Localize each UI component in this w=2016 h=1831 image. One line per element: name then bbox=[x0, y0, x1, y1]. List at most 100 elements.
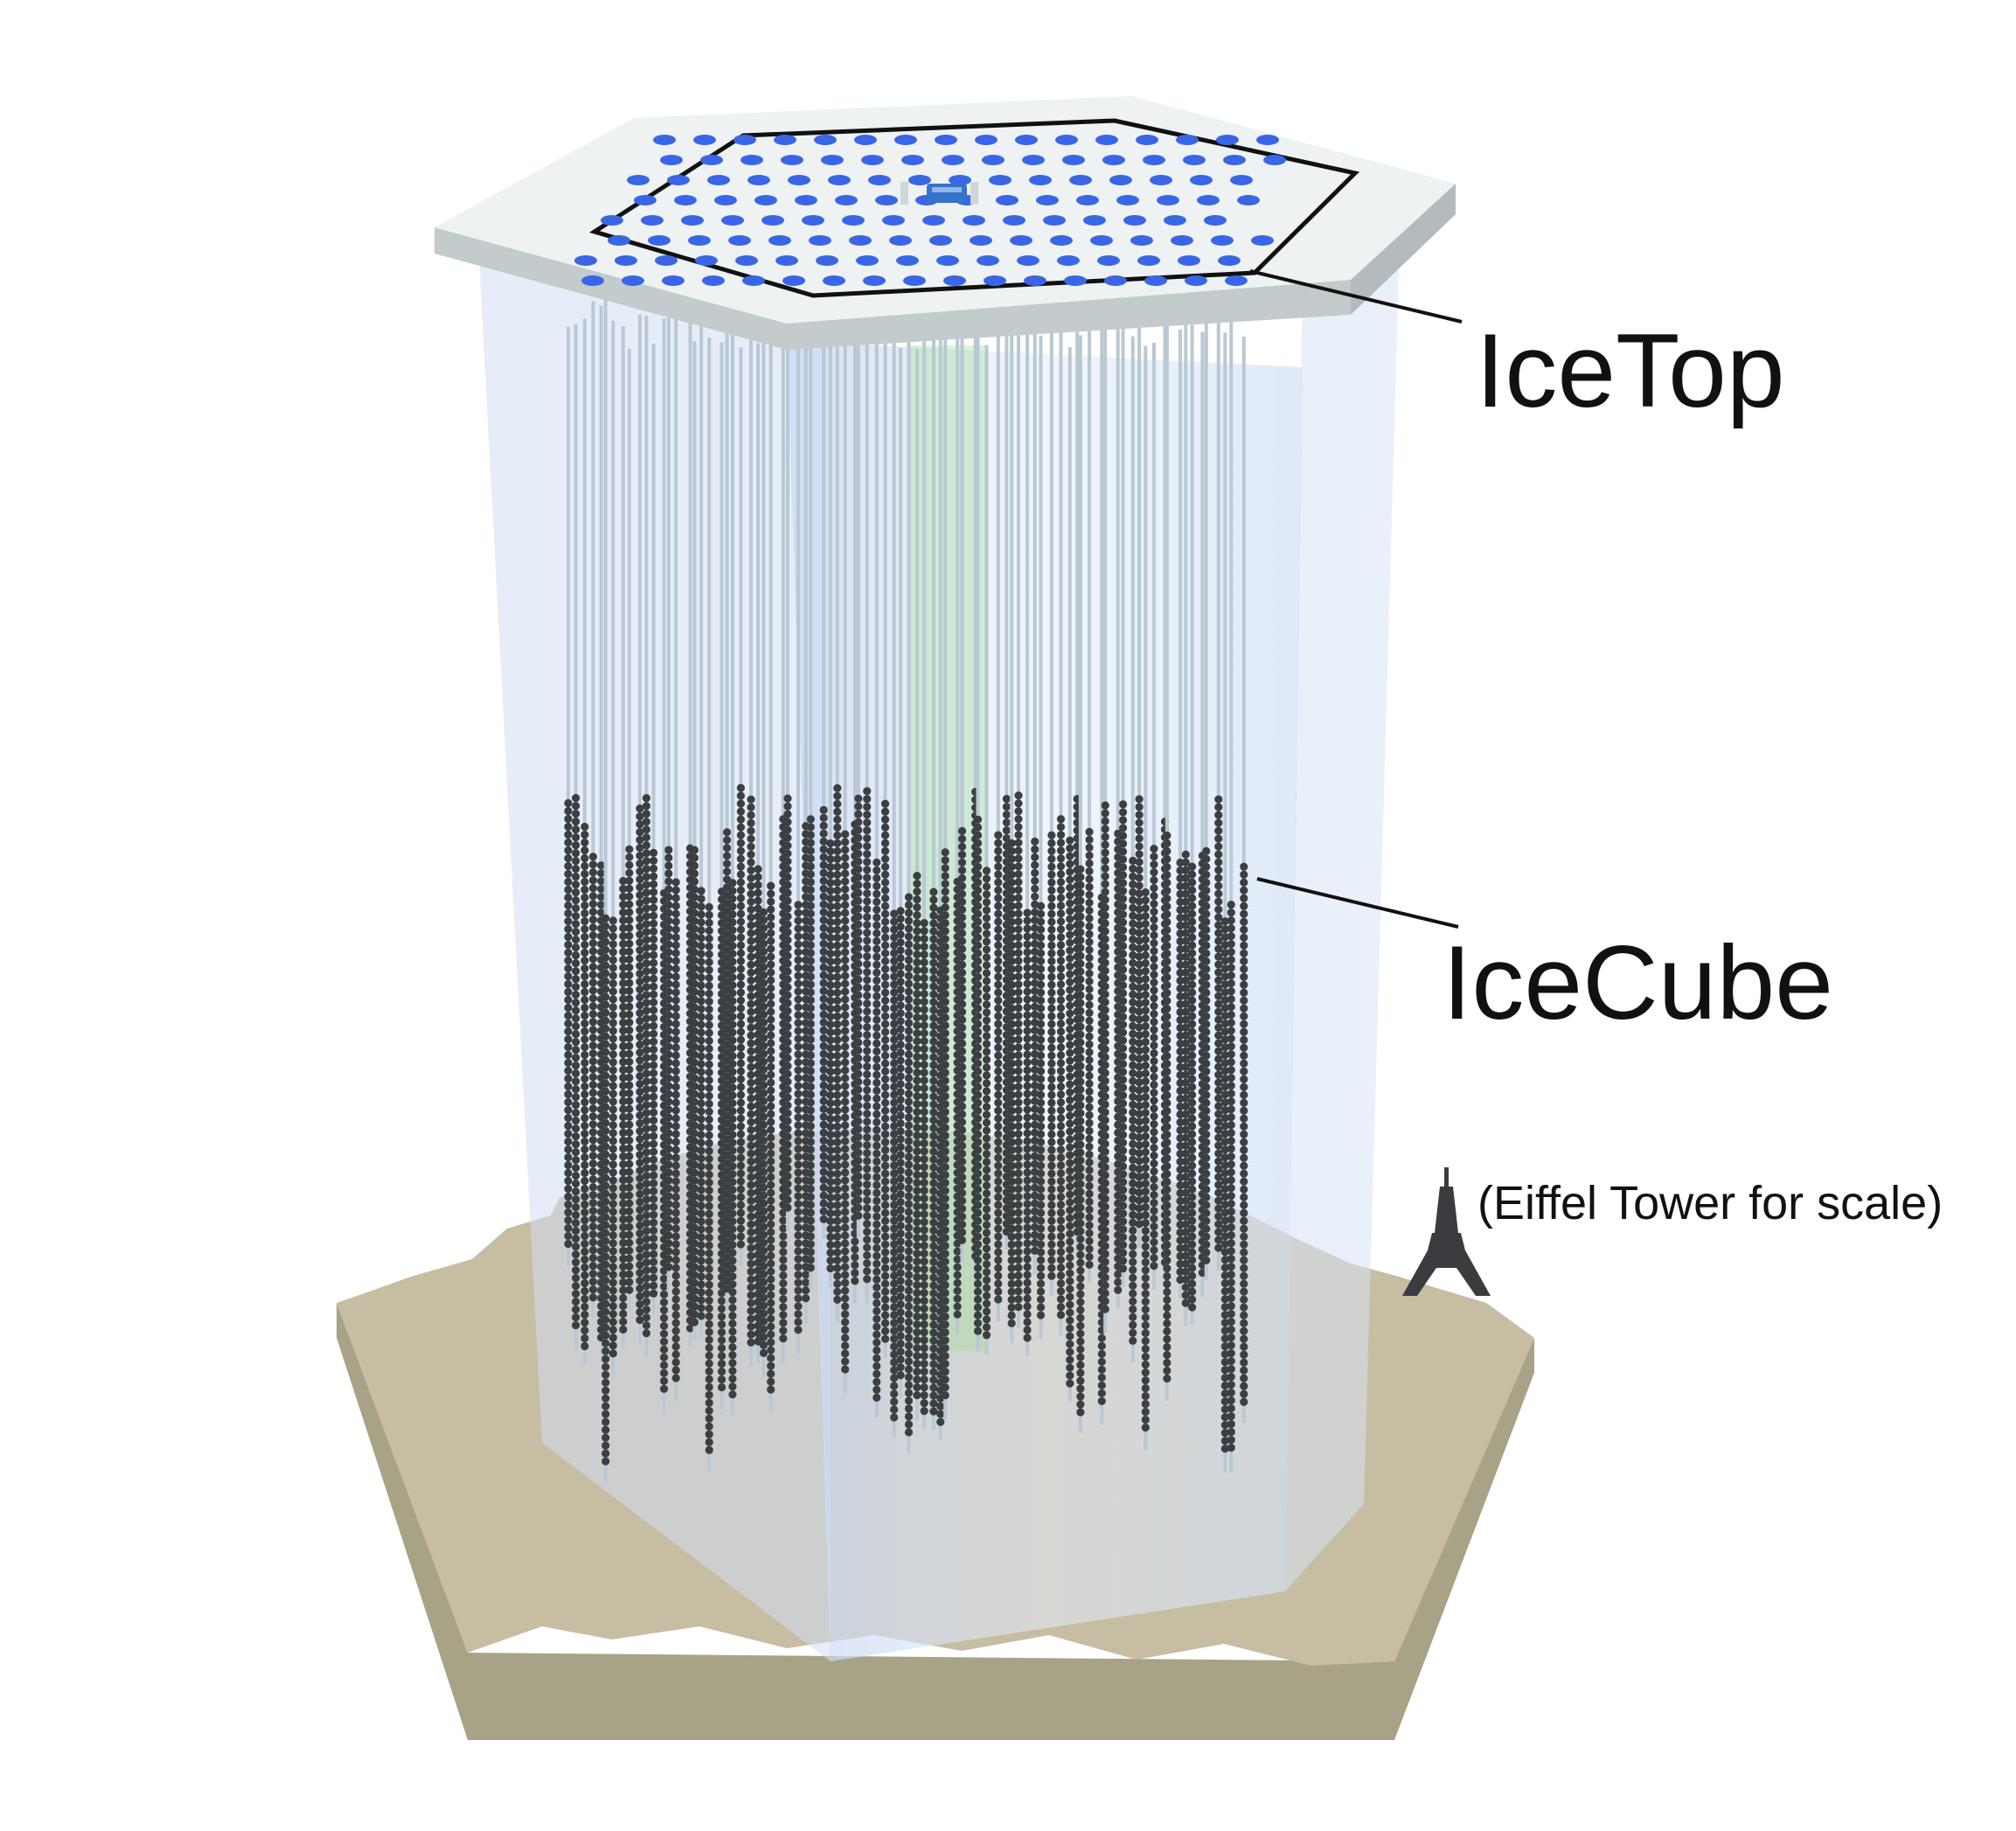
optical-module bbox=[728, 1020, 737, 1029]
optical-module bbox=[1129, 982, 1137, 991]
optical-module bbox=[890, 1366, 899, 1375]
optical-module bbox=[747, 1220, 755, 1229]
optical-module bbox=[619, 1317, 628, 1326]
optical-module bbox=[1056, 902, 1066, 910]
optical-module bbox=[779, 1240, 788, 1249]
optical-module bbox=[941, 1187, 949, 1195]
optical-module bbox=[754, 1282, 762, 1291]
optical-module bbox=[572, 888, 580, 897]
optical-module bbox=[783, 943, 792, 952]
detector-string bbox=[736, 347, 746, 1267]
optical-module bbox=[1097, 1333, 1106, 1343]
optical-module bbox=[1076, 1046, 1085, 1055]
optical-module bbox=[982, 969, 991, 978]
optical-module bbox=[736, 846, 746, 855]
optical-module bbox=[1101, 1179, 1109, 1187]
optical-module bbox=[841, 1271, 850, 1279]
optical-module bbox=[1047, 1145, 1056, 1154]
optical-module bbox=[580, 1168, 589, 1178]
optical-module bbox=[806, 862, 815, 871]
optical-module bbox=[941, 1100, 949, 1109]
optical-module bbox=[863, 1180, 872, 1189]
optical-module bbox=[597, 861, 606, 870]
optical-module bbox=[826, 1153, 835, 1163]
optical-module bbox=[754, 1093, 762, 1102]
optical-module bbox=[1181, 858, 1190, 867]
optical-module bbox=[841, 1263, 850, 1271]
optical-module bbox=[754, 1148, 762, 1157]
optical-module bbox=[982, 1040, 991, 1048]
optical-module bbox=[747, 866, 755, 874]
optical-module bbox=[1150, 860, 1158, 869]
optical-module bbox=[642, 888, 651, 897]
optical-module bbox=[1150, 867, 1158, 877]
optical-module bbox=[564, 814, 573, 824]
optical-module bbox=[1163, 1020, 1171, 1029]
optical-module bbox=[1118, 1052, 1128, 1061]
optical-module bbox=[1023, 1019, 1032, 1027]
optical-module bbox=[1129, 888, 1137, 896]
optical-module bbox=[1076, 1250, 1085, 1259]
optical-module bbox=[1007, 1161, 1016, 1170]
optical-module bbox=[1141, 1376, 1150, 1385]
optical-module bbox=[880, 1240, 890, 1249]
optical-module bbox=[1101, 1131, 1109, 1140]
optical-module bbox=[1036, 941, 1046, 950]
optical-module bbox=[705, 1304, 713, 1312]
optical-module bbox=[1163, 1311, 1171, 1320]
optical-module bbox=[941, 1053, 949, 1062]
optical-module bbox=[941, 974, 949, 983]
optical-module bbox=[890, 1224, 899, 1233]
optical-module bbox=[728, 1115, 737, 1124]
optical-module bbox=[664, 1090, 673, 1098]
optical-module bbox=[783, 1038, 792, 1047]
optical-module bbox=[913, 1360, 921, 1368]
optical-module bbox=[896, 1064, 905, 1073]
optical-module bbox=[625, 1183, 634, 1192]
optical-module bbox=[1007, 862, 1016, 871]
optical-module bbox=[819, 1081, 828, 1090]
optical-module bbox=[601, 1425, 610, 1434]
optical-module bbox=[1085, 969, 1094, 978]
optical-module bbox=[913, 1029, 921, 1038]
optical-module bbox=[1023, 1034, 1032, 1043]
optical-module bbox=[904, 893, 914, 902]
optical-module bbox=[913, 911, 921, 920]
optical-module bbox=[671, 957, 680, 965]
optical-module bbox=[1163, 1122, 1171, 1131]
optical-module bbox=[747, 1086, 755, 1095]
optical-module bbox=[854, 1046, 863, 1055]
optical-module bbox=[1036, 933, 1046, 942]
detector-string bbox=[896, 348, 905, 1398]
optical-module bbox=[806, 894, 815, 902]
optical-module bbox=[1007, 1185, 1016, 1194]
optical-module bbox=[880, 878, 890, 887]
optical-module bbox=[1118, 855, 1128, 864]
optical-module bbox=[1181, 1141, 1190, 1150]
optical-module bbox=[642, 1006, 651, 1015]
optical-module bbox=[920, 1092, 928, 1101]
optical-module bbox=[826, 1224, 835, 1234]
optical-module bbox=[1007, 886, 1016, 895]
optical-module bbox=[1036, 1067, 1046, 1076]
optical-module bbox=[880, 1232, 890, 1241]
optical-module bbox=[833, 831, 842, 839]
optical-module bbox=[754, 1266, 762, 1275]
optical-module bbox=[754, 1124, 762, 1133]
optical-module bbox=[736, 1083, 746, 1091]
optical-module bbox=[664, 1019, 673, 1027]
optical-module bbox=[754, 1006, 762, 1015]
optical-module bbox=[1047, 909, 1056, 918]
optical-module bbox=[806, 1051, 815, 1060]
optical-module bbox=[863, 999, 872, 1008]
optical-module bbox=[929, 974, 938, 983]
optical-module bbox=[728, 1217, 737, 1226]
optical-module bbox=[1150, 1033, 1158, 1042]
optical-module bbox=[1085, 1236, 1094, 1245]
optical-module bbox=[896, 1159, 905, 1167]
detector-string bbox=[929, 317, 938, 1431]
optical-module bbox=[920, 1179, 928, 1187]
optical-module bbox=[767, 1007, 775, 1016]
optical-module bbox=[1066, 1237, 1074, 1246]
optical-module bbox=[690, 1042, 699, 1051]
